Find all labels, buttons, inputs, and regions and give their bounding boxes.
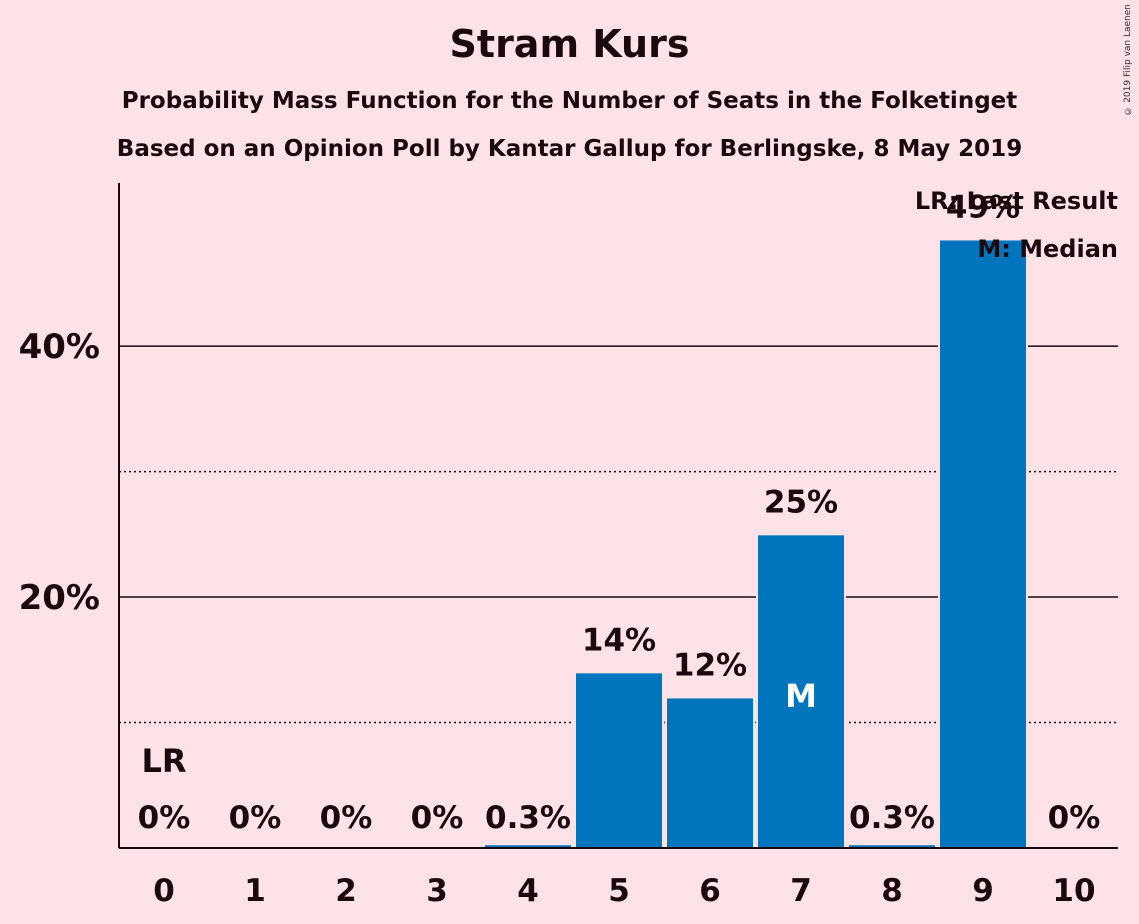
x-tick-label: 1	[244, 873, 266, 909]
bar	[938, 238, 1028, 849]
grid-lines: 20% 40%	[19, 327, 1118, 724]
x-tick-label: 10	[1052, 873, 1095, 909]
data-label: 0.3%	[849, 800, 935, 836]
data-label: 14%	[582, 622, 656, 658]
data-label: 25%	[764, 484, 838, 520]
median-marker: M	[785, 677, 817, 715]
chart-subtitle: Probability Mass Function for the Number…	[121, 88, 1018, 114]
bar	[756, 533, 846, 849]
bar	[574, 671, 664, 849]
x-tick-label: 6	[699, 873, 721, 909]
chart-title: Stram Kurs	[449, 22, 690, 66]
x-tick-label: 8	[881, 873, 903, 909]
legend-last-result: LR: Last Result	[915, 187, 1118, 215]
bars	[483, 238, 1028, 849]
last-result-marker: LR	[141, 742, 186, 780]
data-label: 12%	[673, 647, 747, 683]
bar	[665, 696, 755, 849]
bar-labels: 0% 0 LR 0% 1 0% 2 0% 3 0.3% 4 14% 5 12% 6 25% 7 M 0.3% 8 49%…	[138, 189, 1101, 909]
axes	[118, 183, 1118, 849]
x-tick-label: 9	[972, 873, 994, 909]
chart-source-subtitle: Based on an Opinion Poll by Kantar Gallu…	[116, 136, 1023, 162]
data-label: 0.3%	[485, 800, 571, 836]
data-label: 0%	[138, 800, 191, 836]
x-tick-label: 7	[790, 873, 812, 909]
y-tick-label: 20%	[19, 578, 100, 618]
legend-median: M: Median	[977, 235, 1118, 263]
x-tick-label: 2	[335, 873, 357, 909]
data-label: 0%	[411, 800, 464, 836]
x-tick-label: 3	[426, 873, 448, 909]
x-tick-label: 0	[153, 873, 175, 909]
data-label: 0%	[1048, 800, 1101, 836]
y-tick-label: 40%	[19, 327, 100, 367]
x-tick-label: 4	[517, 873, 539, 909]
data-label: 0%	[229, 800, 282, 836]
data-label: 49%	[946, 189, 1020, 225]
x-tick-label: 5	[608, 873, 630, 909]
data-label: 0%	[320, 800, 373, 836]
